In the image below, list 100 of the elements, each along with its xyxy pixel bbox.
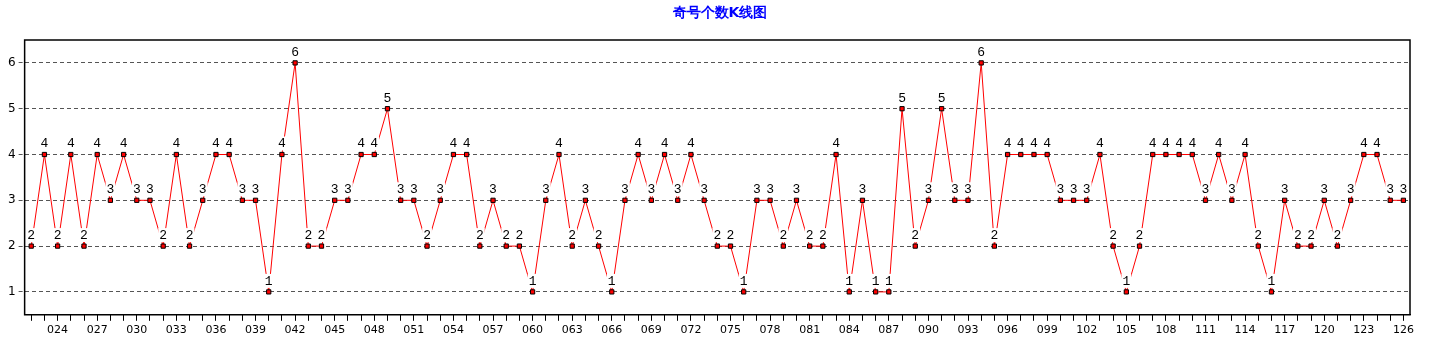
data-label: 4 — [357, 136, 366, 152]
data-label: 3 — [541, 182, 550, 198]
data-label: 4 — [1175, 136, 1184, 152]
y-tick-label: 1 — [7, 284, 16, 299]
data-label: 4 — [119, 136, 128, 152]
x-tick-label: 099 — [1036, 323, 1058, 337]
data-label: 3 — [396, 182, 405, 198]
data-label: 2 — [713, 228, 722, 244]
x-tick-label: 063 — [561, 323, 583, 337]
data-label: 6 — [977, 44, 986, 60]
x-tick-label: 084 — [838, 323, 860, 337]
data-label: 3 — [436, 182, 445, 198]
data-label: 3 — [1280, 182, 1289, 198]
data-label: 2 — [1307, 228, 1315, 244]
x-tick-label: 075 — [720, 323, 742, 337]
data-label: 4 — [1030, 136, 1039, 152]
x-tick-label: 039 — [245, 323, 267, 337]
data-label: 1 — [884, 273, 893, 289]
data-label: 4 — [1214, 136, 1223, 152]
x-tick-label: 027 — [86, 323, 108, 337]
data-label: 3 — [581, 182, 590, 198]
x-tick-label: 048 — [363, 323, 385, 337]
data-label: 3 — [964, 182, 972, 198]
data-label: 3 — [409, 182, 418, 198]
data-label: 4 — [212, 136, 221, 152]
data-label: 3 — [343, 182, 352, 198]
y-tick-label: 5 — [7, 100, 16, 115]
data-label: 2 — [53, 228, 62, 244]
data-label: 2 — [990, 228, 999, 244]
data-label: 3 — [621, 182, 629, 198]
data-label: 2 — [1293, 228, 1302, 244]
data-label: 1 — [739, 273, 748, 289]
data-label: 1 — [528, 273, 537, 289]
x-tick-label: 114 — [1234, 323, 1256, 337]
data-label: 4 — [1373, 136, 1382, 152]
data-label: 4 — [1148, 136, 1157, 152]
data-label: 3 — [1386, 182, 1395, 198]
data-label: 3 — [1056, 182, 1065, 198]
data-label: 4 — [555, 136, 564, 152]
x-tick-label: 126 — [1392, 323, 1414, 337]
data-label: 2 — [502, 228, 511, 244]
x-tick-label: 108 — [1155, 323, 1177, 337]
data-label: 1 — [264, 273, 273, 289]
data-label: 3 — [752, 182, 761, 198]
x-tick-label: 102 — [1076, 323, 1098, 337]
x-tick-label: 072 — [680, 323, 702, 337]
y-tick-label: 3 — [7, 192, 16, 207]
x-tick-label: 042 — [284, 323, 306, 337]
x-tick-label: 057 — [482, 323, 504, 337]
data-label: 3 — [924, 182, 933, 198]
data-label: 4 — [1003, 136, 1012, 152]
data-label: 4 — [1241, 136, 1250, 152]
data-label: 4 — [462, 136, 471, 152]
data-label: 1 — [1267, 273, 1276, 289]
data-label: 4 — [93, 136, 102, 152]
data-label: 2 — [1109, 228, 1118, 244]
data-label: 2 — [80, 228, 88, 244]
data-label: 4 — [1359, 136, 1368, 152]
data-label: 5 — [898, 90, 906, 106]
x-tick-label: 045 — [324, 323, 346, 337]
data-label: 2 — [568, 228, 577, 244]
data-label: 2 — [779, 228, 788, 244]
x-tick-label: 078 — [759, 323, 781, 337]
data-label: 2 — [1254, 228, 1263, 244]
data-label: 4 — [40, 136, 49, 152]
data-label: 2 — [27, 228, 36, 244]
x-tick-label: 090 — [917, 323, 939, 337]
data-label: 3 — [1201, 182, 1210, 198]
data-label: 2 — [726, 228, 735, 244]
data-label: 3 — [647, 182, 656, 198]
x-tick-label: 024 — [47, 323, 69, 337]
x-tick-label: 093 — [957, 323, 979, 337]
data-label: 3 — [106, 182, 115, 198]
data-label: 4 — [687, 136, 696, 152]
chart-title: 奇号个数K线图 — [671, 4, 769, 22]
x-tick-label: 081 — [799, 323, 821, 337]
x-tick-label: 105 — [1115, 323, 1137, 337]
data-label: 3 — [700, 182, 709, 198]
data-label: 3 — [1320, 182, 1329, 198]
data-label: 2 — [1333, 228, 1342, 244]
data-label: 3 — [766, 182, 774, 198]
data-label: 2 — [423, 228, 431, 244]
data-label: 1 — [1122, 273, 1131, 289]
data-label: 3 — [673, 182, 682, 198]
data-label: 4 — [660, 136, 669, 152]
data-label: 2 — [1135, 228, 1144, 244]
data-label: 4 — [370, 136, 379, 152]
x-tick-label: 069 — [640, 323, 662, 337]
x-tick-label: 030 — [126, 323, 148, 337]
data-label: 3 — [858, 182, 867, 198]
data-label: 3 — [330, 182, 339, 198]
data-label: 3 — [132, 182, 141, 198]
data-label: 5 — [937, 90, 946, 106]
data-label: 2 — [805, 228, 814, 244]
x-tick-label: 120 — [1313, 323, 1335, 337]
data-label: 3 — [1346, 182, 1355, 198]
data-label: 3 — [198, 182, 207, 198]
data-label: 3 — [1082, 182, 1091, 198]
data-label: 3 — [238, 182, 247, 198]
x-tick-label: 111 — [1194, 323, 1216, 337]
